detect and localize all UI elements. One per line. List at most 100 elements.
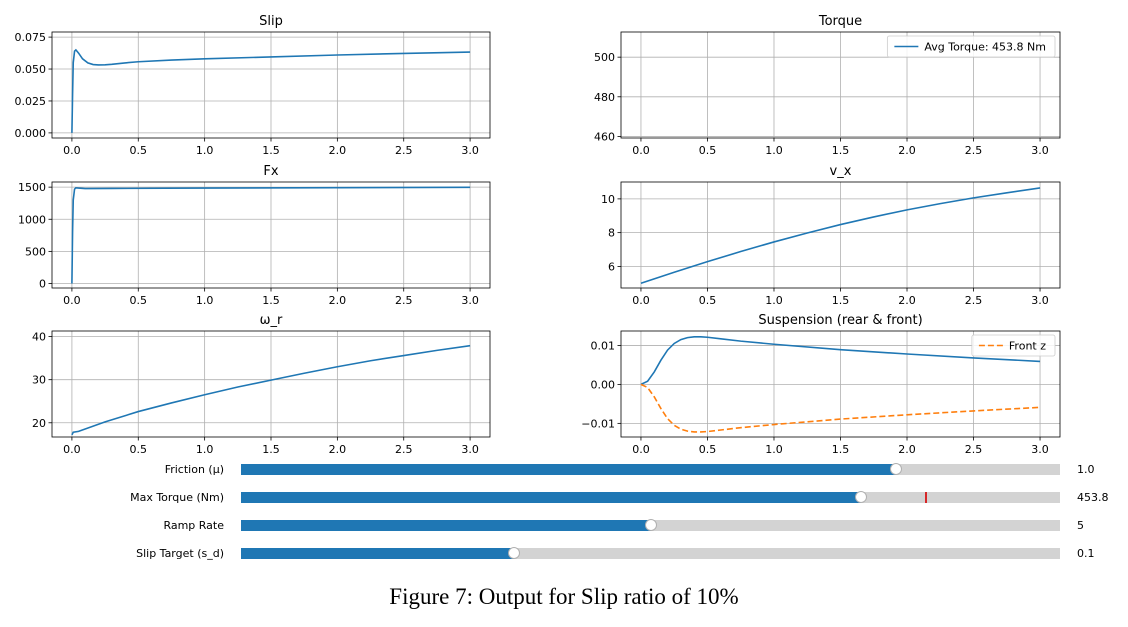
chart-panel-4: 0.0 0.5 1.0 1.5 2.0 2.5 3.0 20 30 40 ω_r (32, 313, 491, 456)
slider-handle[interactable] (890, 463, 903, 475)
x-tick-label: 1.0 (196, 294, 214, 307)
x-tick-label: 0.5 (699, 294, 717, 307)
x-tick-label: 2.0 (329, 443, 347, 456)
slider-handle[interactable] (644, 519, 657, 531)
legend-label: Avg Torque: 453.8 Nm (924, 41, 1046, 54)
x-tick-label: 0.5 (699, 144, 717, 157)
y-tick-label: 0.050 (15, 63, 47, 76)
y-tick-label: 10 (601, 193, 615, 206)
series-line-0 (71, 186, 471, 284)
series-line-0 (71, 344, 471, 436)
x-tick-label: 2.5 (965, 144, 983, 157)
slider-track[interactable] (241, 463, 1060, 475)
x-tick-label: 2.5 (395, 144, 413, 157)
x-tick-label: 1.5 (262, 144, 280, 157)
slider-track[interactable] (241, 547, 1060, 559)
chart-title: Slip (259, 14, 283, 29)
slider-track[interactable] (241, 491, 1060, 503)
chart-title: ω_r (260, 313, 283, 328)
y-tick-label: 1000 (18, 213, 46, 226)
slider-track[interactable] (241, 519, 1060, 531)
x-tick-label: 0.5 (130, 294, 148, 307)
series-line-0 (640, 187, 1041, 285)
x-tick-label: 0.0 (632, 443, 650, 456)
y-tick-label: 0.075 (15, 31, 47, 44)
legend-label: Front z (1009, 340, 1046, 353)
y-tick-label: 1500 (18, 181, 46, 194)
legend-box (971, 334, 1056, 357)
x-tick-label: 1.5 (262, 294, 280, 307)
y-tick-label: 40 (32, 331, 46, 344)
y-tick-label: 0 (39, 278, 46, 291)
series-line-1 (640, 383, 1041, 433)
x-tick-label: 3.0 (1031, 294, 1049, 307)
x-tick-label: 1.0 (765, 443, 783, 456)
x-tick-label: 2.0 (329, 144, 347, 157)
x-tick-label: 2.5 (395, 443, 413, 456)
x-tick-label: 1.5 (262, 443, 280, 456)
slider-label: Ramp Rate (163, 519, 224, 532)
chart-title: v_x (830, 164, 852, 179)
y-tick-label: −0.01 (581, 417, 615, 430)
figure-caption: Figure 7: Output for Slip ratio of 10% (389, 584, 739, 609)
slider-label: Max Torque (Nm) (130, 491, 224, 504)
y-tick-label: 500 (594, 51, 615, 64)
chart-title: Suspension (rear & front) (758, 313, 922, 328)
slider-fill (241, 464, 897, 475)
y-tick-label: 6 (608, 260, 615, 273)
x-tick-label: 2.0 (898, 294, 916, 307)
y-tick-label: 480 (594, 91, 615, 104)
slider-fill (241, 520, 651, 531)
slider-value: 453.8 (1077, 491, 1109, 504)
x-tick-label: 0.0 (632, 144, 650, 157)
slider-handle[interactable] (854, 491, 867, 503)
y-tick-label: 0.025 (15, 95, 47, 108)
x-tick-label: 0.0 (63, 144, 81, 157)
x-tick-label: 1.5 (832, 144, 850, 157)
chart-panel-3: 0.0 0.5 1.0 1.5 2.0 2.5 3.0 6 8 10 v_x (601, 164, 1061, 307)
x-tick-label: 1.0 (765, 144, 783, 157)
x-tick-label: 1.5 (832, 294, 850, 307)
y-tick-label: 460 (594, 130, 615, 143)
x-tick-label: 1.0 (196, 144, 214, 157)
slider-init-marker (924, 492, 927, 503)
slider-label: Slip Target (s_d) (136, 547, 224, 560)
x-tick-label: 2.5 (965, 294, 983, 307)
chart-panel-1: 0.0 0.5 1.0 1.5 2.0 2.5 3.0 460 480 500 Torque Avg … (594, 14, 1061, 157)
chart-title: Torque (818, 14, 862, 29)
y-tick-label: 500 (25, 245, 46, 258)
slider-fill (241, 548, 514, 559)
series-line-0 (71, 48, 471, 133)
legend: Front z (971, 334, 1056, 357)
legend: Avg Torque: 453.8 Nm (886, 35, 1056, 58)
x-tick-label: 1.0 (765, 294, 783, 307)
slider-value: 0.1 (1077, 547, 1095, 560)
slider-value: 1.0 (1077, 463, 1095, 476)
x-tick-label: 3.0 (461, 294, 479, 307)
slider-label: Friction (μ) (164, 463, 224, 476)
x-tick-label: 0.5 (699, 443, 717, 456)
x-tick-label: 2.0 (898, 443, 916, 456)
y-tick-label: 20 (32, 417, 46, 430)
x-tick-label: 3.0 (1031, 443, 1049, 456)
chart-title: Fx (263, 164, 278, 179)
x-tick-label: 1.0 (196, 443, 214, 456)
slider-handle[interactable] (507, 547, 520, 559)
x-tick-label: 3.0 (461, 443, 479, 456)
x-tick-label: 0.0 (632, 294, 650, 307)
x-tick-label: 0.5 (130, 144, 148, 157)
y-tick-label: 0.01 (591, 339, 616, 352)
chart-panel-5: 0.0 0.5 1.0 1.5 2.0 2.5 3.0 −0.01 0.00 0.01 Suspen… (581, 313, 1061, 456)
x-tick-label: 3.0 (461, 144, 479, 157)
y-tick-label: 0.00 (591, 378, 616, 391)
x-tick-label: 2.5 (965, 443, 983, 456)
x-tick-label: 0.5 (130, 443, 148, 456)
x-tick-label: 0.0 (63, 443, 81, 456)
y-tick-label: 30 (32, 374, 46, 387)
x-tick-label: 0.0 (63, 294, 81, 307)
x-tick-label: 1.5 (832, 443, 850, 456)
chart-panel-0: 0.0 0.5 1.0 1.5 2.0 2.5 3.0 0.000 0.025 0.050 0.07… (15, 14, 491, 157)
slider-value: 5 (1077, 519, 1084, 532)
series-line-0 (640, 336, 1041, 386)
y-tick-label: 0.000 (15, 127, 47, 140)
